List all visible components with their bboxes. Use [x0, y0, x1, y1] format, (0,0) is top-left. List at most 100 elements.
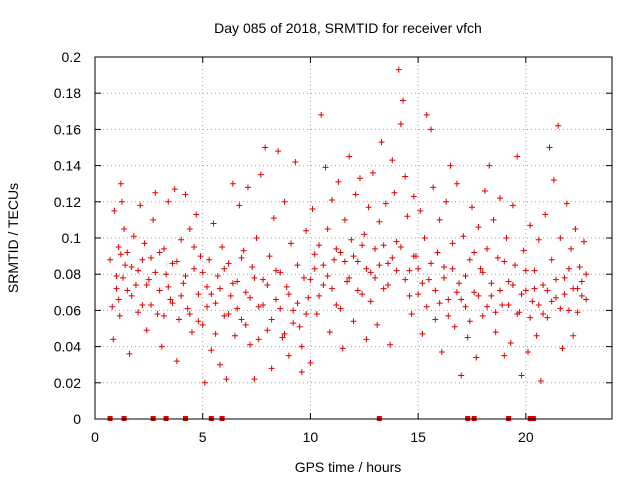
data-point	[195, 318, 202, 325]
y-tick-label: 0.02	[54, 375, 81, 391]
axis-ticks	[94, 56, 612, 420]
data-point	[402, 173, 409, 180]
data-point	[406, 267, 413, 274]
data-point	[492, 309, 499, 316]
y-tick-label: 0.08	[54, 266, 81, 282]
data-point	[496, 195, 503, 202]
data-point	[561, 274, 568, 281]
data-point	[565, 265, 572, 272]
data-point	[188, 329, 195, 336]
data-point	[393, 267, 400, 274]
x-tick-label: 0	[91, 429, 99, 445]
data-point	[309, 206, 316, 213]
data-point	[331, 256, 338, 263]
data-point	[447, 162, 454, 169]
data-point	[208, 291, 215, 298]
data-point	[333, 245, 340, 252]
data-point	[363, 265, 370, 272]
data-point	[540, 282, 547, 289]
data-point	[436, 300, 443, 307]
data-point	[281, 330, 288, 337]
data-point	[165, 198, 172, 205]
data-point	[242, 321, 249, 328]
data-point	[484, 245, 491, 252]
data-point	[326, 329, 333, 336]
data-point	[117, 251, 124, 258]
data-point	[415, 265, 422, 272]
data-point	[372, 245, 379, 252]
data-point	[352, 191, 359, 198]
data-point	[320, 282, 327, 289]
data-point	[548, 298, 555, 305]
data-point	[466, 256, 473, 263]
data-point	[580, 238, 587, 245]
data-point	[404, 213, 411, 220]
data-point	[268, 365, 275, 372]
data-point	[382, 200, 389, 207]
data-point	[570, 332, 577, 339]
data-point	[292, 158, 299, 165]
data-point	[380, 242, 387, 249]
data-point	[204, 283, 211, 290]
data-point	[236, 202, 243, 209]
data-point	[214, 273, 221, 280]
y-tick-label: 0.04	[54, 339, 81, 355]
data-point	[430, 184, 437, 191]
data-point	[400, 97, 407, 104]
data-point	[552, 276, 559, 283]
y-tick-labels: 0 0.02 0.04 0.06 0.08 0.1 0.12 0.14 0.16 0.18 0.2	[54, 49, 81, 427]
data-point	[111, 207, 118, 214]
data-point	[354, 258, 361, 265]
data-point	[462, 273, 469, 280]
data-point	[251, 376, 258, 383]
data-point	[113, 285, 120, 292]
data-point	[288, 240, 295, 247]
data-point	[255, 303, 262, 310]
data-point	[423, 111, 430, 118]
data-point	[264, 282, 271, 289]
data-point	[135, 309, 142, 316]
y-tick-label: 0.1	[62, 230, 82, 246]
data-point	[561, 291, 568, 298]
data-point	[397, 120, 404, 127]
data-point	[445, 312, 452, 319]
data-point	[529, 298, 536, 305]
data-point	[115, 296, 122, 303]
y-tick-label: 0.06	[54, 302, 81, 318]
data-point	[354, 287, 361, 294]
data-point	[509, 282, 516, 289]
data-point	[264, 327, 271, 334]
data-point	[484, 303, 491, 310]
data-point	[333, 301, 340, 308]
data-point	[505, 301, 512, 308]
data-point	[208, 347, 215, 354]
data-point	[229, 280, 236, 287]
data-point	[152, 189, 159, 196]
data-point	[176, 316, 183, 323]
data-point	[110, 336, 117, 343]
data-point	[376, 218, 383, 225]
data-point	[300, 274, 307, 281]
data-point	[204, 303, 211, 310]
data-point	[583, 271, 590, 278]
data-point	[572, 225, 579, 232]
y-tick-label: 0.18	[54, 85, 81, 101]
data-point	[339, 345, 346, 352]
data-point	[346, 274, 353, 281]
data-point	[533, 332, 540, 339]
data-point	[518, 372, 525, 379]
data-point	[145, 276, 152, 283]
data-point	[421, 235, 428, 241]
data-point	[279, 334, 286, 341]
data-point	[397, 244, 404, 251]
data-point	[173, 258, 180, 265]
data-point	[578, 292, 585, 299]
data-point	[223, 376, 230, 383]
data-point	[512, 262, 519, 269]
data-point	[509, 202, 516, 209]
data-point	[380, 285, 387, 292]
data-point	[451, 323, 458, 330]
data-point	[240, 247, 247, 254]
data-point	[527, 314, 534, 321]
